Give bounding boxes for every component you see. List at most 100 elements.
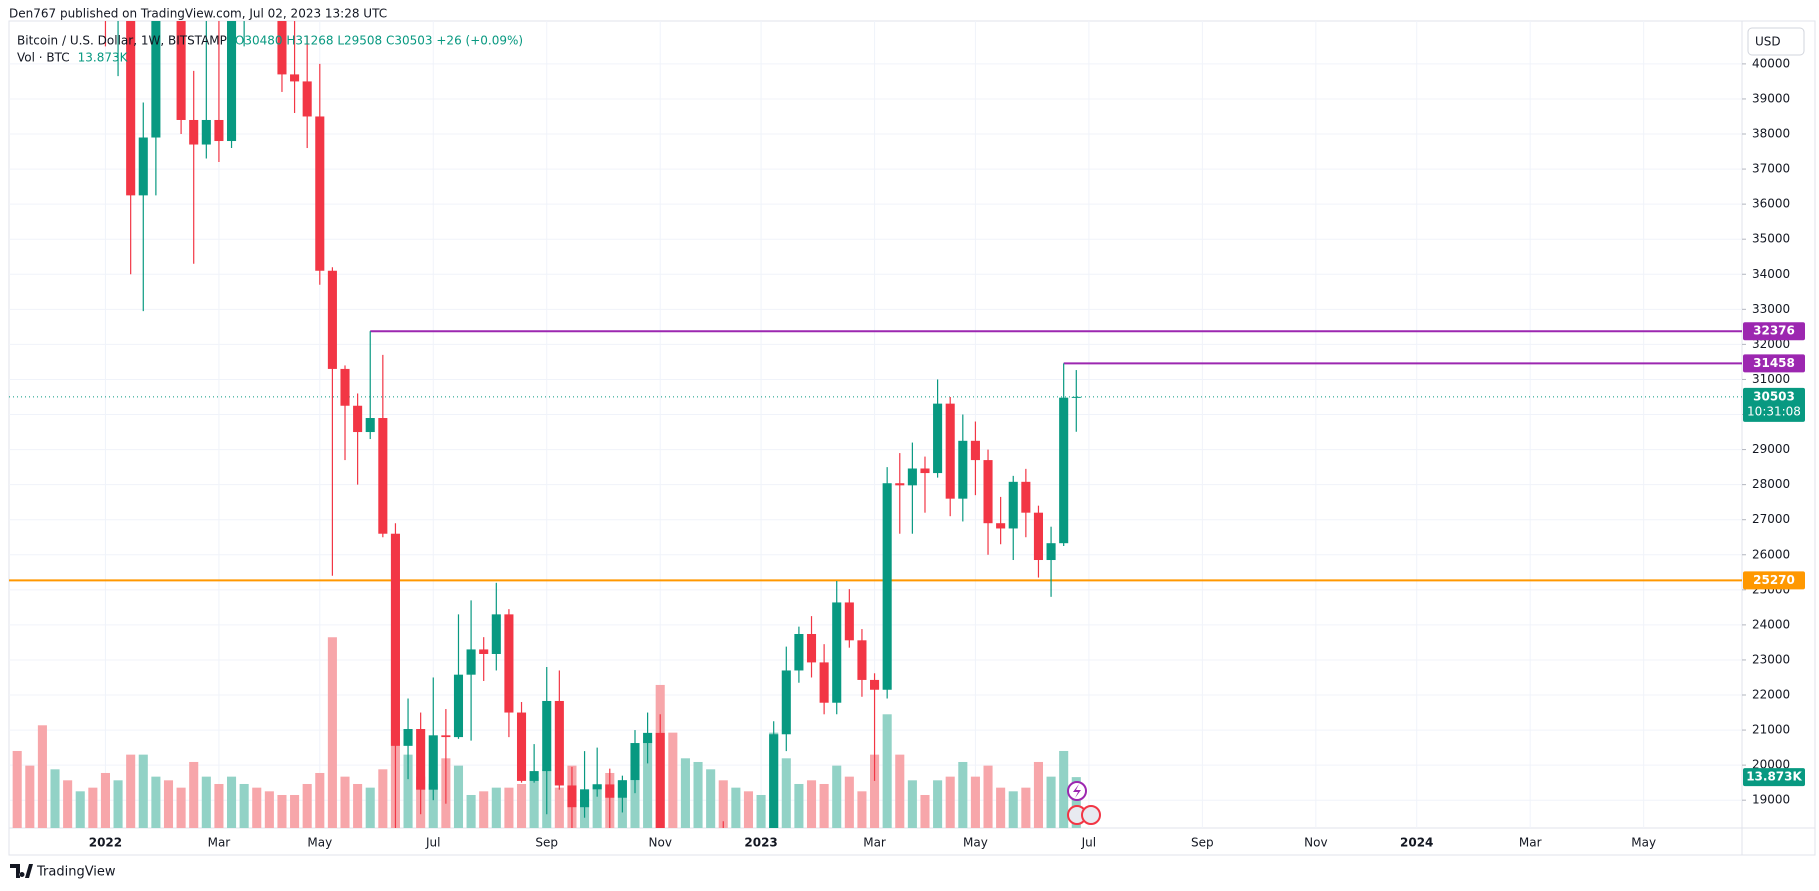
- x-tick-label: Mar: [1519, 836, 1542, 850]
- volume-bar: [529, 776, 539, 828]
- currency-box[interactable]: [1747, 27, 1805, 56]
- candle-body: [643, 732, 653, 744]
- y-tick-label: 22000: [1752, 688, 1790, 702]
- candle-body: [933, 403, 943, 474]
- candle-body: [491, 614, 501, 654]
- volume-bar: [1046, 776, 1056, 828]
- levels: [9, 330, 1742, 582]
- candle-body: [554, 700, 564, 786]
- volume-bar: [163, 780, 174, 828]
- candle-body: [1033, 512, 1044, 561]
- y-tick-label: 28000: [1752, 477, 1790, 491]
- candle-body: [1021, 481, 1031, 513]
- countdown: 10:31:08: [1747, 404, 1801, 418]
- volume-bar: [378, 769, 388, 828]
- x-tick-label: May: [963, 836, 988, 850]
- volume-tag: 13.873K: [1746, 770, 1802, 784]
- candle-body: [403, 729, 413, 746]
- volume-bar: [138, 754, 148, 828]
- volume-bar: [933, 780, 943, 828]
- volume-bar: [945, 776, 955, 828]
- x-tick-label: Nov: [649, 836, 672, 850]
- event-icon[interactable]: [1081, 805, 1101, 825]
- symbol-title: Bitcoin / U.S. Dollar, 1W, BITSTAMP: [17, 34, 227, 48]
- candle-body: [1059, 397, 1069, 544]
- candle-body: [365, 418, 375, 433]
- candle-body: [479, 649, 489, 654]
- volume-bar: [706, 769, 716, 828]
- candle-body: [453, 674, 464, 738]
- level-label: 31458: [1753, 356, 1795, 370]
- candle-body: [290, 74, 300, 82]
- y-tick-label: 24000: [1752, 617, 1790, 631]
- volume-bar: [554, 787, 564, 828]
- candle-body: [390, 533, 400, 746]
- volume-bar: [50, 769, 60, 828]
- volume-bar: [12, 750, 22, 828]
- candle-body: [781, 670, 791, 735]
- volume-bar: [479, 791, 489, 828]
- y-tick-label: 33000: [1752, 302, 1790, 316]
- currency[interactable]: USD: [1755, 35, 1781, 49]
- volume-bar: [844, 776, 854, 828]
- candle-body: [580, 789, 590, 808]
- candle-body: [126, 21, 136, 196]
- candle-body: [277, 21, 287, 75]
- candle-body: [857, 640, 867, 680]
- volume-bar: [63, 780, 73, 828]
- brand-logo: [10, 864, 33, 878]
- volume-bar: [365, 787, 375, 828]
- volume-bar: [1021, 787, 1031, 828]
- candles: [104, 21, 1081, 828]
- volume-bar: [895, 754, 905, 828]
- volume-bar: [151, 776, 161, 828]
- volume-bar: [870, 754, 880, 828]
- brand: TradingView: [36, 865, 116, 880]
- x-tick-label: Jul: [425, 836, 440, 850]
- y-tick-label: 29000: [1752, 442, 1790, 456]
- volume-bar: [781, 758, 791, 828]
- volume-bar: [403, 754, 413, 828]
- candle-body: [1046, 543, 1056, 561]
- candle-body: [605, 784, 615, 798]
- candle-body: [983, 460, 993, 524]
- candle-body: [466, 649, 476, 675]
- y-tick-label: 37000: [1752, 162, 1790, 176]
- volume-bar: [327, 637, 337, 828]
- volume-bar: [100, 772, 110, 828]
- candle-body: [189, 119, 199, 145]
- level-label: 25270: [1753, 573, 1795, 587]
- volume-bar: [743, 791, 754, 828]
- candle-body: [353, 405, 363, 433]
- volume-bar: [428, 783, 438, 828]
- volume-bar: [643, 739, 653, 828]
- x-tick-label: May: [1631, 836, 1656, 850]
- candle-body: [832, 602, 842, 703]
- x-tick-label: 2023: [744, 836, 777, 850]
- y-tick-label: 32000: [1752, 337, 1790, 351]
- x-tick-label: Mar: [208, 836, 231, 850]
- volume-bar: [453, 765, 464, 828]
- volume-bar: [1008, 791, 1018, 828]
- candle-body: [1008, 481, 1018, 529]
- volume-bar: [516, 783, 527, 828]
- last-price-label: 30503: [1753, 389, 1795, 403]
- candle-body: [958, 440, 968, 499]
- volume-bar: [882, 714, 892, 828]
- candle-body: [504, 614, 514, 713]
- candle-body: [567, 785, 577, 808]
- x-tick-label: 2024: [1400, 836, 1433, 850]
- candle-body: [794, 633, 804, 671]
- candle-body: [630, 743, 640, 781]
- volume-bar: [693, 761, 703, 828]
- y-tick-label: 26000: [1752, 547, 1790, 561]
- volume-bar: [226, 776, 237, 828]
- candle-body: [529, 771, 539, 781]
- volume-bar: [806, 780, 817, 828]
- volume-bar: [75, 791, 85, 828]
- candle-body: [428, 735, 438, 790]
- volume-bar: [353, 783, 363, 828]
- volume-tag-box: [1743, 768, 1805, 787]
- volume-bar: [37, 725, 47, 828]
